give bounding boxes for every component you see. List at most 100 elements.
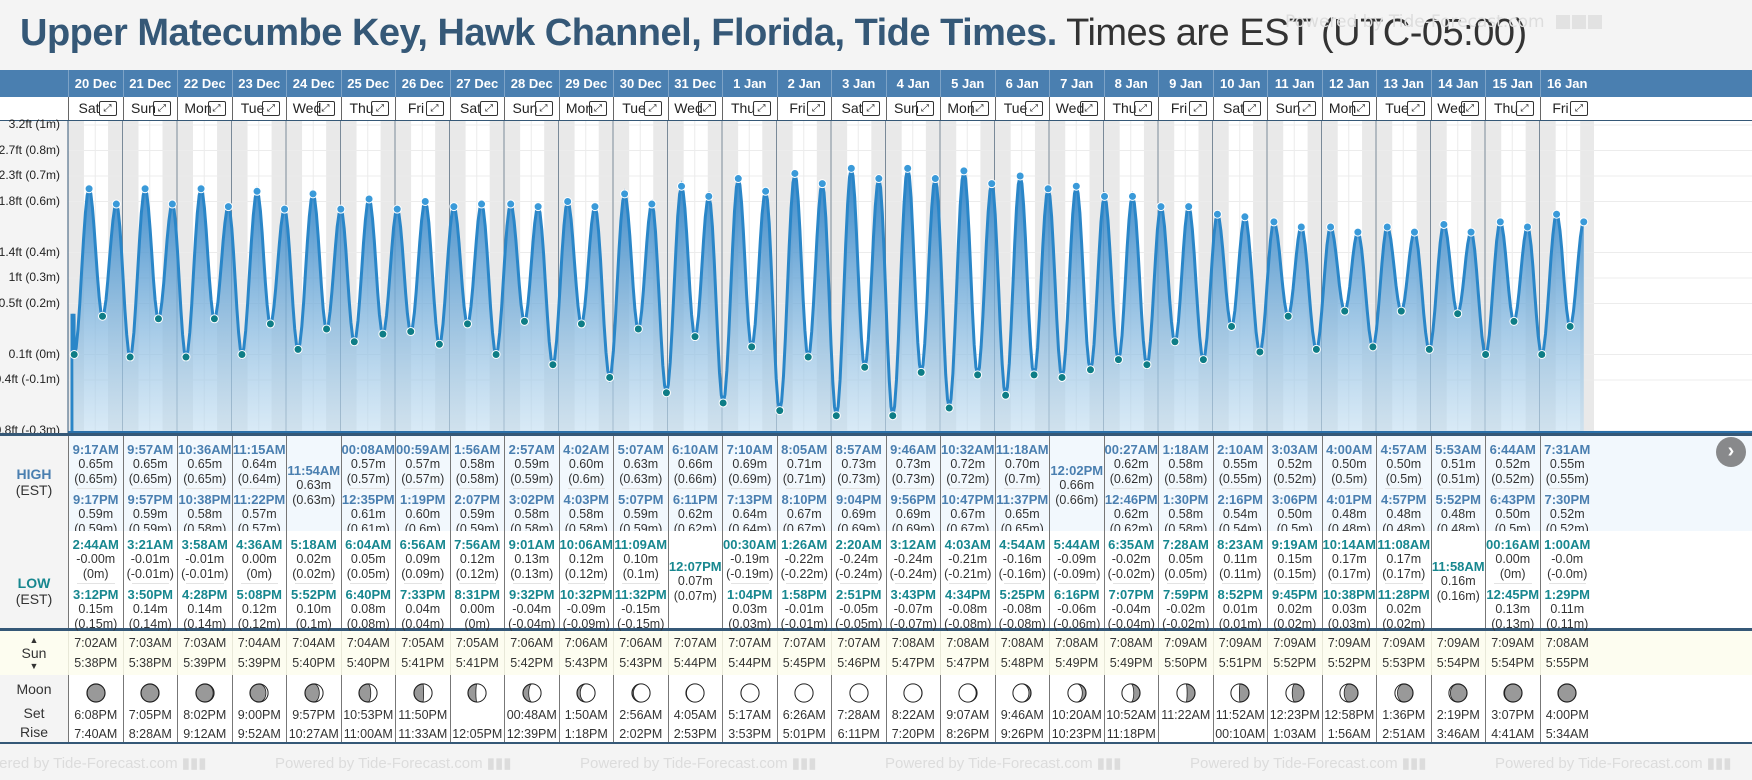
tide-height: 0.16m	[1440, 574, 1476, 588]
date-header: 7 Jan	[1049, 70, 1104, 97]
day-name: Mon	[565, 100, 594, 116]
high-tide-point	[1353, 227, 1363, 237]
sunrise-time: 7:07AM	[837, 636, 881, 650]
tide-height: -0.21m	[948, 552, 988, 566]
tide-time: 9:46AM	[890, 442, 937, 457]
tide-height-alt: (0.63m)	[619, 472, 663, 486]
expand-icon[interactable]: ⤢	[534, 101, 553, 116]
expand-icon[interactable]: ⤢	[262, 101, 280, 116]
date-header: 30 Dec	[613, 70, 668, 97]
expand-icon[interactable]: ⤢	[371, 101, 389, 116]
expand-icon[interactable]: ⤢	[425, 101, 444, 116]
divider	[1221, 583, 1259, 584]
tide-height: -0.06m	[1057, 602, 1097, 616]
tide-time: 7:30PM	[1544, 492, 1591, 507]
tide-height-alt: (0.13m)	[510, 567, 554, 581]
tide-time: 1:04PM	[726, 587, 773, 602]
expand-icon[interactable]: ⤢	[153, 101, 171, 116]
low-tide-cell: 00:30AM -0.19m (-0.19m) 1:04PM 0.03m (0.03m)	[722, 531, 777, 631]
tide-height-alt: (-0.08m)	[998, 617, 1046, 631]
moon-phase-icon	[958, 683, 978, 703]
sun-cell: 7:06AM 5:43PM	[558, 631, 614, 675]
expand-icon[interactable]: ⤢	[1297, 101, 1316, 116]
tide-height-alt: (-0.19m)	[726, 567, 774, 581]
tide-height: -0.02m	[1111, 552, 1151, 566]
expand-icon[interactable]: ⤢	[1243, 101, 1261, 116]
tide-time: 4:28PM	[181, 587, 228, 602]
moonrise-time: 9:26PM	[1000, 727, 1044, 741]
expand-icon[interactable]: ⤢	[1570, 101, 1588, 116]
high-tide-entry: 4:00AM 0.50m (0.5m)	[1323, 442, 1377, 487]
expand-icon[interactable]: ⤢	[807, 101, 825, 116]
low-tide-point	[944, 403, 954, 413]
expand-icon[interactable]: ⤢	[1461, 101, 1479, 116]
expand-icon[interactable]: ⤢	[861, 101, 880, 116]
low-tide-point	[1142, 360, 1152, 370]
high-tide-entry: 5:53AM 0.51m (0.51m)	[1432, 442, 1486, 487]
low-tide-entry: 3:12AM -0.24m (-0.24m)	[887, 537, 941, 582]
footer-watermark: Powered by Tide-Forecast.com ▮▮▮	[1190, 755, 1427, 772]
tide-time: 1:29PM	[1544, 587, 1591, 602]
sun-cell: 7:09AM 5:54PM	[1430, 631, 1486, 675]
expand-icon[interactable]: ⤢	[589, 101, 607, 116]
expand-icon[interactable]: ⤢	[98, 101, 117, 116]
tide-height-alt: (-0.24m)	[835, 567, 883, 581]
tide-height: 0.00m	[1495, 552, 1531, 566]
tide-time: 5:18AM	[290, 537, 337, 552]
high-tide-cell: 11:54AM 0.63m (0.63m)	[286, 436, 341, 531]
high-tide-entry: 3:03AM 0.52m (0.52m)	[1268, 442, 1322, 487]
expand-icon[interactable]: ⤢	[480, 101, 498, 116]
day-name: Tue	[1003, 100, 1028, 116]
divider	[1221, 488, 1259, 489]
expand-icon[interactable]: ⤢	[752, 101, 771, 116]
moon-cell: 9:57PM 10:27AM	[286, 675, 341, 742]
divider	[1548, 488, 1586, 489]
expand-icon[interactable]: ⤢	[1079, 101, 1098, 116]
sunset-time: 5:54PM	[1436, 656, 1480, 670]
low-tide-point	[661, 388, 671, 398]
tide-time: 3:02PM	[508, 492, 555, 507]
low-tide-entry: 1:04PM 0.03m (0.03m)	[723, 587, 777, 632]
moonset-time: 9:46AM	[1000, 708, 1044, 722]
high-tide-cell: 10:36AM 0.65m (0.65m) 10:38PM 0.58m (0.58m)	[177, 436, 232, 536]
expand-icon[interactable]: ⤢	[916, 101, 934, 116]
expand-icon[interactable]: ⤢	[1134, 101, 1152, 116]
expand-icon[interactable]: ⤢	[1025, 101, 1043, 116]
tide-time: 11:22PM	[233, 492, 286, 507]
moonrise-time: 5:34AM	[1545, 727, 1589, 741]
high-tide-point	[1466, 227, 1476, 237]
tide-height: 0.52m	[1549, 507, 1585, 521]
moonset-time: 8:22AM	[891, 708, 935, 722]
moon-cell: 11:50PM 11:33AM	[395, 675, 450, 742]
divider	[622, 583, 660, 584]
moonrise-time: 10:23PM	[1051, 727, 1102, 741]
expand-icon[interactable]: ⤢	[970, 101, 989, 116]
moonrise-time: 1:03AM	[1273, 727, 1317, 741]
expand-icon[interactable]: ⤢	[1188, 101, 1207, 116]
tide-height: 0.52m	[1495, 457, 1531, 471]
tide-height: 0.52m	[1277, 457, 1313, 471]
expand-icon[interactable]: ⤢	[1515, 101, 1534, 116]
high-tide-point	[1579, 217, 1589, 227]
tide-height: 0.58m	[1168, 507, 1204, 521]
tide-time: 4:57PM	[1380, 492, 1427, 507]
date-header: 27 Dec	[449, 70, 505, 97]
low-tide-entry: 9:01AM 0.13m (0.13m)	[505, 537, 559, 582]
tide-height: 0.13m	[1495, 602, 1531, 616]
date-header: 1 Jan	[722, 70, 777, 97]
expand-icon[interactable]: ⤢	[316, 101, 335, 116]
expand-icon[interactable]: ⤢	[207, 101, 226, 116]
high-tide-cell: 3:03AM 0.52m (0.52m) 3:06PM 0.50m (0.5m)	[1267, 436, 1322, 536]
moon-rise-label: Rise	[19, 724, 48, 740]
tide-height-alt: (0.17m)	[1382, 567, 1426, 581]
sun-cell: 7:06AM 5:42PM	[504, 631, 559, 675]
expand-icon[interactable]: ⤢	[1352, 101, 1370, 116]
next-page-button[interactable]: ›	[1716, 437, 1746, 467]
expand-icon[interactable]: ⤢	[1406, 101, 1425, 116]
tide-height: 0.62m	[1113, 457, 1149, 471]
expand-icon[interactable]: ⤢	[698, 101, 716, 116]
tide-height-alt: (0.17m)	[1327, 567, 1371, 581]
expand-icon[interactable]: ⤢	[643, 101, 662, 116]
tide-height: 0.65m	[1004, 507, 1040, 521]
high-tide-entry: 8:05AM 0.71m (0.71m)	[778, 442, 832, 487]
